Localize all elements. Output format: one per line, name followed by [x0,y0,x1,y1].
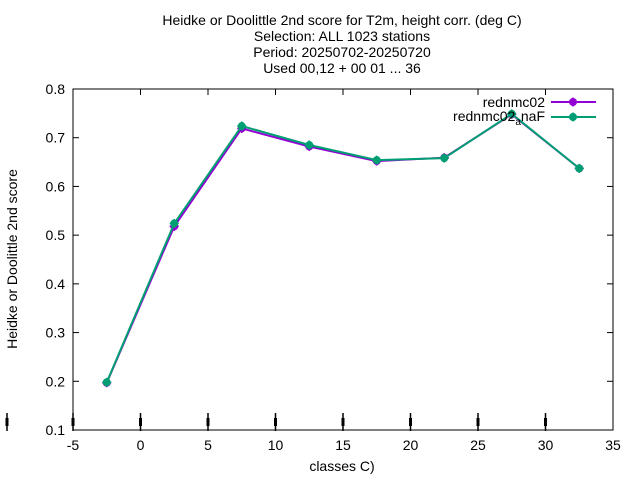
y-axis: 0.1 0.2 0.3 0.4 0.5 0.6 0.7 0.8 [46,81,613,438]
legend-label-2-sub: a [515,117,521,128]
legend-label-2: rednmc02anaF [453,108,545,128]
legend-marker-1 [568,97,578,107]
data-point [102,377,112,387]
data-point [507,109,517,119]
legend: rednmc02 rednmc02anaF [453,94,596,128]
legend-item-rednmc02: rednmc02 [483,94,596,110]
legend-label-1: rednmc02 [483,94,545,110]
x-tick-label: 5 [204,437,212,453]
title-line-3: Period: 20250702-20250720 [253,44,431,60]
data-point [574,163,584,173]
bottom-marker [544,413,547,431]
data-point [372,155,382,165]
title-line-2: Selection: ALL 1023 stations [254,28,430,44]
chart-title: Heidke or Doolittle 2nd score for T2m, h… [162,12,521,76]
x-tick-label: 0 [137,437,145,453]
x-axis: -5 0 5 10 15 20 25 30 35 [67,89,621,453]
y-tick-label: 0.5 [46,227,66,243]
y-tick-label: 0.2 [46,373,66,389]
y-tick-label: 0.8 [46,81,66,97]
bottom-marker [409,413,412,431]
x-tick-label: 20 [403,437,419,453]
y-tick-label: 0.1 [46,422,66,438]
y-tick-label: 0.3 [46,325,66,341]
x-tick-label: 35 [605,437,621,453]
legend-label-2-tail: naF [521,108,545,124]
data-point [237,121,247,131]
x-tick-label: 30 [538,437,554,453]
x-tick-label: 25 [470,437,486,453]
y-tick-label: 0.6 [46,178,66,194]
bottom-marker [71,413,75,431]
legend-item-rednmc02-naF: rednmc02anaF [453,108,596,128]
y-tick-label: 0.7 [46,130,66,146]
bottom-marker [341,413,345,431]
series-2 [102,109,584,387]
x-axis-label: classes C) [309,458,374,474]
title-line-4: Used 00,12 + 00 01 ... 36 [263,60,421,76]
plot-frame [72,88,614,431]
y-axis-label: Heidke or Doolittle 2nd score [4,169,20,349]
bottom-marker [476,413,480,431]
bottom-marker [274,413,277,431]
legend-point [568,112,578,122]
x-tick-label: -5 [67,437,80,453]
legend-label-2-main: rednmc02 [453,108,515,124]
bottom-marker [139,413,142,431]
y-tick-label: 0.4 [46,276,66,292]
data-point [304,140,314,150]
series-line-2 [105,112,580,383]
bottom-marker-outside [5,413,9,431]
x-tick-label: 15 [335,437,351,453]
x-tick-label: 10 [268,437,284,453]
bottom-markers [5,413,547,431]
series-1 [102,109,584,388]
bottom-marker [206,413,210,431]
series-line-1 [105,113,580,384]
data-point [169,218,179,228]
legend-point [568,97,578,107]
legend-marker-2 [568,112,578,122]
series-group [102,109,584,388]
title-line-1: Heidke or Doolittle 2nd score for T2m, h… [162,12,521,28]
data-point [439,153,449,163]
